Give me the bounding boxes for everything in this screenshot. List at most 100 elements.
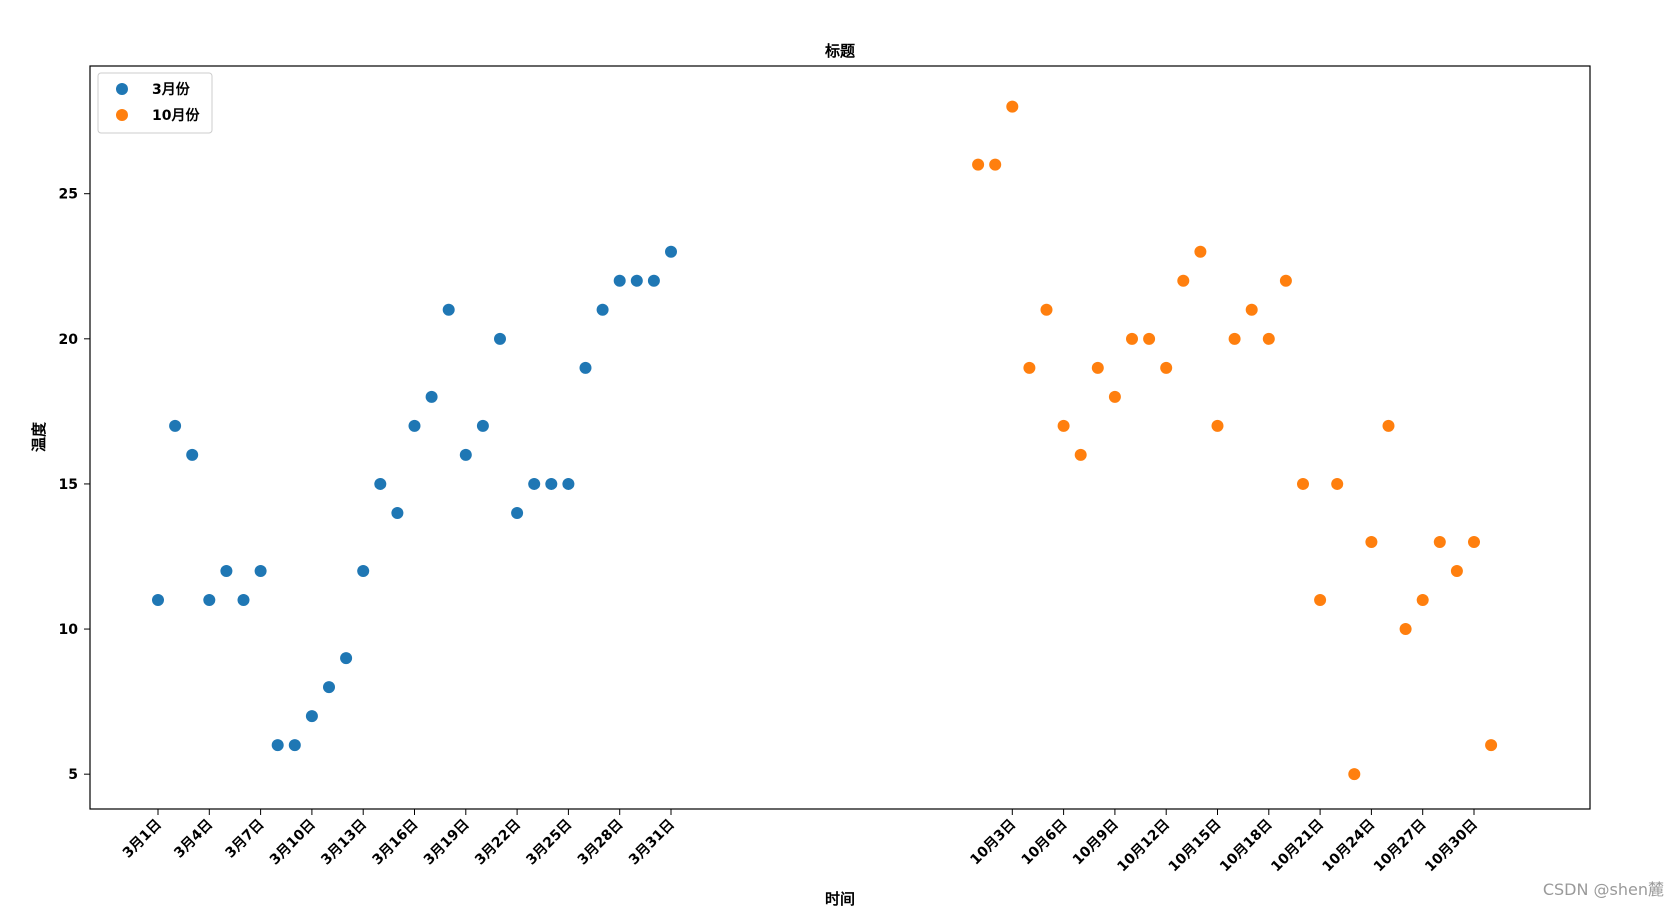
legend-marker-october (116, 109, 128, 121)
legend: 3月份 10月份 (97, 72, 213, 134)
october-data-point (1245, 303, 1258, 316)
march-data-point (425, 390, 438, 403)
x-tick-label: 10月15日 (1166, 817, 1225, 876)
march-data-point (340, 652, 353, 665)
october-data-point (1433, 535, 1446, 548)
plot-area (89, 65, 1591, 810)
march-data-point (545, 477, 558, 490)
y-tick-label: 15 (59, 477, 78, 493)
march-data-point (357, 565, 370, 578)
october-data-point (1485, 739, 1498, 752)
october-data-point (1023, 361, 1036, 374)
x-tick-label: 10月3日 (967, 817, 1019, 869)
october-data-point (1297, 477, 1309, 490)
y-tick-label: 25 (59, 187, 78, 203)
october-data-point (1468, 535, 1480, 548)
october-data-point (1416, 594, 1429, 607)
october-data-point (1074, 448, 1087, 461)
y-tick-label: 10 (59, 622, 79, 638)
october-data-point (1279, 274, 1292, 287)
march-data-point (647, 274, 660, 287)
october-data-point (1177, 274, 1190, 287)
march-data-point (271, 739, 284, 752)
march-data-point (305, 710, 318, 723)
chart-title: 标题 (824, 42, 856, 60)
march-data-point (665, 245, 677, 258)
x-tick-label: 10月27日 (1371, 817, 1430, 876)
october-data-point (989, 158, 1002, 171)
march-data-point (579, 361, 592, 374)
october-data-point (1399, 623, 1412, 636)
legend-label-october: 10月份 (152, 107, 200, 124)
october-data-point (1450, 565, 1463, 578)
data-points (152, 100, 1498, 781)
october-data-point (1040, 303, 1053, 316)
march-data-point (511, 506, 524, 519)
x-tick-label: 3月19日 (421, 817, 473, 869)
x-tick-label: 3月1日 (120, 817, 165, 862)
y-tick-label: 20 (59, 332, 79, 348)
x-tick-label: 3月31日 (626, 817, 678, 869)
october-data-point (1211, 419, 1224, 432)
x-tick-label: 10月12日 (1114, 817, 1173, 876)
x-tick-label: 10月6日 (1019, 817, 1071, 869)
x-tick-label: 3月25日 (523, 817, 575, 869)
x-tick-label: 10月24日 (1320, 817, 1379, 876)
october-data-point (1057, 419, 1070, 432)
x-tick-label: 10月21日 (1268, 817, 1327, 876)
march-data-point (288, 739, 301, 752)
march-data-point (169, 419, 182, 432)
october-data-point (1160, 361, 1173, 374)
october-data-point (972, 158, 985, 171)
march-data-point (391, 506, 404, 519)
october-data-point (1194, 245, 1207, 258)
march-data-point (254, 565, 267, 578)
x-tick-label: 3月22日 (472, 817, 524, 869)
y-axis-ticks: 5 10 15 20 25 (59, 187, 90, 783)
october-data-point (1348, 768, 1361, 781)
y-axis-label: 温度 (30, 421, 48, 452)
march-data-point (613, 274, 626, 287)
x-tick-label: 3月7日 (223, 817, 268, 862)
x-tick-label: 10月18日 (1217, 817, 1276, 876)
march-data-point (220, 565, 233, 578)
march-data-point (442, 303, 455, 316)
march-data-point (152, 594, 164, 607)
march-data-point (323, 681, 335, 694)
x-tick-label: 3月4日 (171, 817, 216, 862)
october-data-point (1006, 100, 1019, 113)
october-data-point (1126, 332, 1138, 345)
march-data-point (203, 594, 216, 607)
watermark: CSDN @shen麓 (1542, 880, 1664, 899)
x-tick-label: 3月28日 (575, 817, 627, 869)
march-data-point (408, 419, 421, 432)
march-data-point (494, 332, 506, 345)
x-tick-label: 10月9日 (1070, 817, 1122, 869)
october-data-point (1228, 332, 1241, 345)
october-data-point (1314, 594, 1327, 607)
october-data-point (1382, 419, 1395, 432)
march-data-point (186, 448, 199, 461)
x-axis-label: 时间 (825, 890, 855, 908)
march-data-point (528, 477, 541, 490)
x-tick-label: 3月13日 (318, 817, 370, 869)
october-data-point (1108, 390, 1121, 403)
october-data-point (1143, 332, 1156, 345)
march-data-point (630, 274, 643, 287)
x-axis-ticks: 3月1日 3月4日 3月7日 3月10日 3月13日 3月16日 3月19日 3月22日 3月2… (120, 809, 1481, 875)
march-data-point (237, 594, 250, 607)
march-data-point (476, 419, 489, 432)
march-data-point (459, 448, 472, 461)
legend-marker-march (116, 83, 128, 95)
y-tick-label: 5 (68, 767, 78, 783)
march-data-point (562, 477, 575, 490)
x-tick-label: 3月10日 (267, 817, 319, 869)
x-tick-label: 3月16日 (370, 817, 422, 869)
march-data-point (374, 477, 387, 490)
october-data-point (1091, 361, 1104, 374)
x-tick-label: 10月30日 (1422, 817, 1481, 876)
legend-label-march: 3月份 (152, 81, 191, 98)
october-data-point (1262, 332, 1275, 345)
october-data-point (1365, 535, 1378, 548)
